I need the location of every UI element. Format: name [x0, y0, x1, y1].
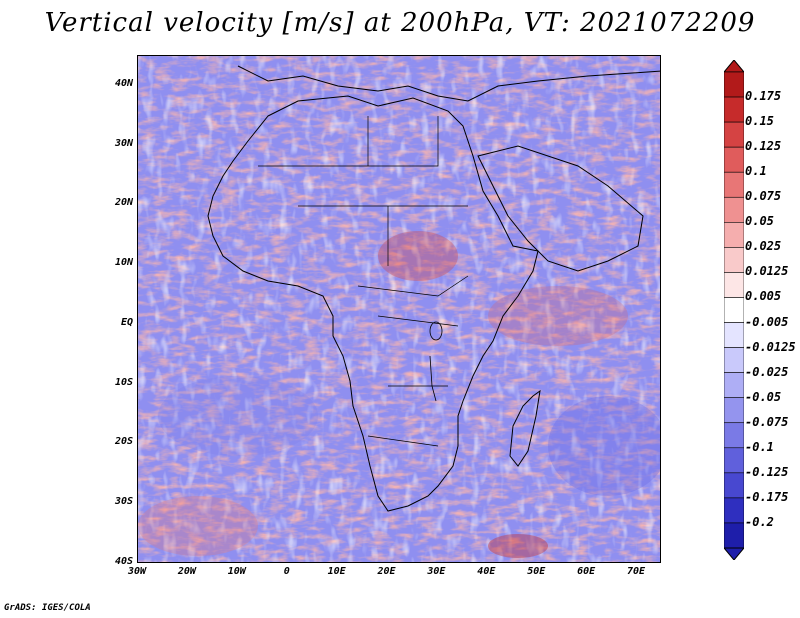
- europe-coastline: [237, 65, 660, 102]
- lat-tick-label: EQ: [120, 316, 133, 328]
- lat-tick-label: 40N: [114, 77, 133, 89]
- colorbar-segment: [724, 522, 744, 549]
- colorbar-segment: [724, 196, 744, 223]
- colorbar-segment: [724, 222, 744, 248]
- colorbar-tick-label: -0.1: [745, 439, 774, 454]
- madagascar-coastline: [509, 389, 541, 467]
- credit-text: GrADS: IGES/COLA: [4, 603, 91, 613]
- lon-tick-label: 30E: [427, 566, 446, 577]
- colorbar-tick-label: -0.0125: [745, 339, 796, 354]
- colorbar-tick-label: -0.175: [745, 489, 789, 504]
- arabia-coastline: [477, 145, 644, 272]
- lon-tick-label: 20W: [177, 566, 196, 577]
- colorbar-tick-label: -0.05: [745, 389, 782, 404]
- colorbar-segment: [724, 472, 744, 499]
- colorbar-tick-label: 0.05: [745, 214, 774, 229]
- lat-tick-label: 10S: [114, 376, 133, 388]
- colorbar-tick-label: 0.15: [745, 114, 774, 129]
- colorbar-segment: [724, 146, 744, 173]
- lon-tick-label: 50E: [527, 566, 546, 577]
- colorbar-segment: [724, 96, 744, 123]
- chart-title: Vertical velocity [m/s] at 200hPa, VT: 2…: [44, 8, 756, 38]
- colorbar-segment: [724, 447, 744, 474]
- colorbar-tick-label: 0.1: [745, 164, 767, 179]
- lon-tick-label: 40E: [477, 566, 496, 577]
- lat-tick-label: 30S: [114, 496, 133, 508]
- lon-tick-label: 10W: [227, 566, 246, 577]
- lat-tick-label: 20N: [114, 197, 133, 209]
- colorbar-tick-label: -0.2: [745, 514, 774, 529]
- colorbar-tick-label: 0.0125: [745, 264, 789, 279]
- colorbar-tick-label: -0.005: [745, 314, 789, 329]
- colorbar-tick-label: 0.175: [745, 89, 782, 104]
- colorbar-segment: [724, 422, 744, 449]
- colorbar-segment: [724, 322, 744, 348]
- colorbar-segment: [724, 297, 744, 323]
- lon-tick-label: 0: [283, 566, 290, 577]
- colorbar-tick-label: -0.025: [745, 364, 789, 379]
- colorbar-tick-label: 0.005: [745, 289, 782, 304]
- colorbar-top-arrow: [724, 60, 744, 73]
- lat-tick-label: 40S: [114, 556, 133, 567]
- map-panel: [137, 55, 661, 563]
- lon-tick-label: 70E: [627, 566, 646, 577]
- velocity-field: [138, 56, 660, 562]
- lon-tick-label: 60E: [577, 566, 596, 577]
- colorbar-segment: [724, 497, 744, 524]
- colorbar-segment: [724, 272, 744, 298]
- lat-tick-label: 30N: [114, 137, 133, 149]
- colorbar-tick-label: 0.025: [745, 239, 782, 254]
- colorbar-tick-label: -0.075: [745, 414, 789, 429]
- colorbar-bottom-arrow: [724, 547, 744, 560]
- lat-tick-label: 20S: [114, 436, 133, 448]
- colorbar-segment: [724, 397, 744, 424]
- colorbar-segment: [724, 347, 744, 373]
- colorbar-segment: [724, 121, 744, 148]
- colorbar-segment: [724, 372, 744, 398]
- colorbar-segment: [724, 171, 744, 198]
- africa-coastline: [207, 95, 539, 512]
- colorbar-tick-label: 0.075: [745, 189, 782, 204]
- lon-tick-label: 20E: [377, 566, 396, 577]
- lon-tick-label: 30W: [127, 566, 147, 577]
- colorbar-tick-label: 0.125: [745, 139, 782, 154]
- lon-tick-label: 10E: [327, 566, 346, 577]
- colorbar-segment: [724, 71, 744, 98]
- colorbar: [724, 60, 744, 560]
- colorbar-segment: [724, 247, 744, 273]
- colorbar-tick-label: -0.125: [745, 464, 789, 479]
- lat-tick-label: 10N: [114, 257, 133, 269]
